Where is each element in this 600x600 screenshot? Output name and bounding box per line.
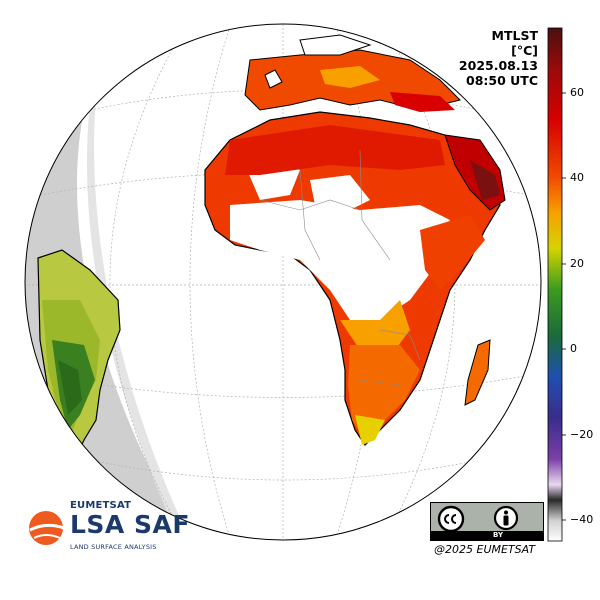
- logo-name: LSA SAF: [70, 510, 190, 539]
- time-label: 08:50 UTC: [466, 73, 538, 88]
- lsa-saf-logo: EUMETSAT LSA SAF LAND SURFACE ANALYSIS: [26, 500, 196, 560]
- product-label: MTLST: [491, 28, 538, 43]
- cc-by-label: BY: [493, 531, 504, 539]
- africa: [204, 111, 506, 446]
- date-label: 2025.08.13: [458, 58, 538, 73]
- madagascar: [464, 339, 491, 406]
- colorbar-tick-label: 60: [570, 86, 584, 99]
- colorbar-tick-label: −20: [570, 428, 594, 441]
- colorbar-tick-label: 20: [570, 257, 584, 270]
- colorbar: [547, 27, 563, 542]
- colorbar-tick-label: −40: [570, 513, 594, 526]
- colorbar-tick-label: 40: [570, 171, 584, 184]
- globe-outline: [24, 23, 542, 541]
- lsa-saf-logo-icon: [29, 511, 65, 545]
- attribution-icon: [493, 505, 519, 531]
- creative-commons-icon: [437, 505, 465, 533]
- colorbar-tick-label: 0: [570, 342, 577, 355]
- europe: [244, 34, 461, 112]
- unit-label: [°C]: [511, 43, 538, 58]
- logo-org: EUMETSAT: [70, 500, 132, 511]
- logo-subtitle: LAND SURFACE ANALYSIS: [70, 543, 157, 551]
- cc-by-license-badge: BY: [430, 502, 544, 541]
- copyright-text: @2025 EUMETSAT: [434, 543, 536, 556]
